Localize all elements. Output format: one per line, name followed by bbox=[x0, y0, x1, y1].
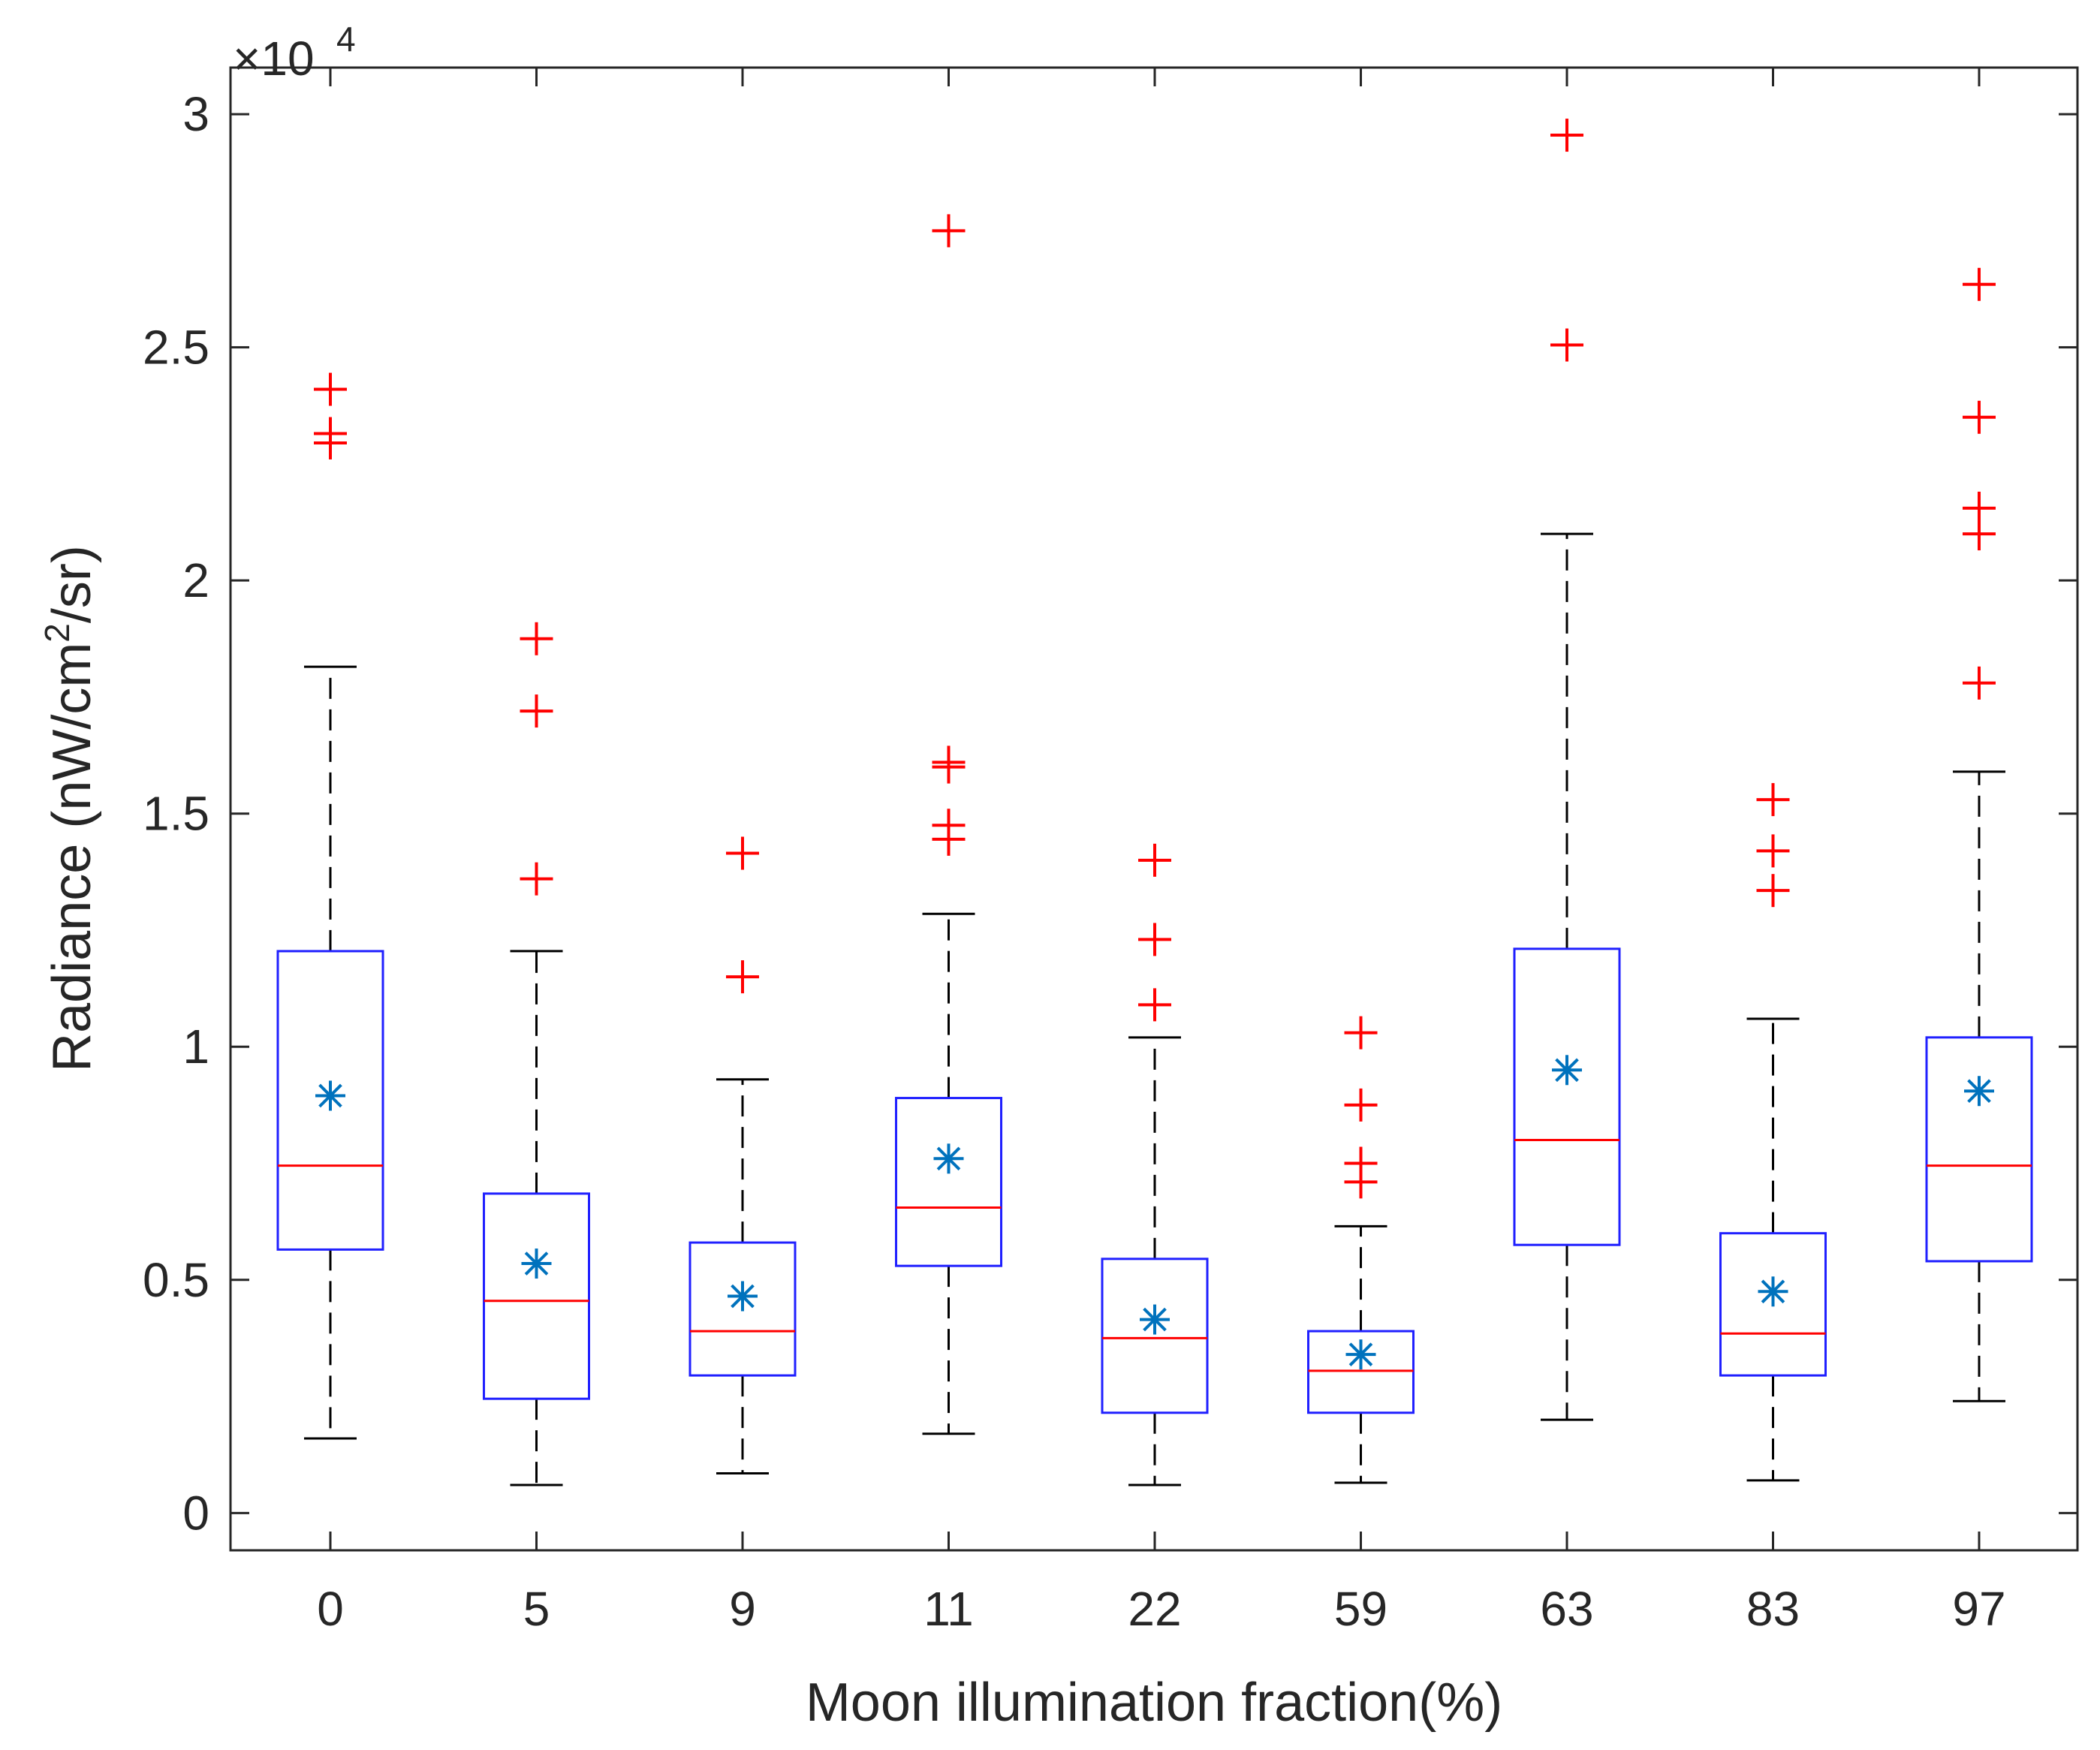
box-iqr-83 bbox=[1719, 1232, 1827, 1377]
outlier-83-2 bbox=[1756, 874, 1790, 908]
mean-marker-5 bbox=[521, 1248, 552, 1279]
box-group-9 bbox=[688, 836, 797, 1475]
y-tick-label-0: 0 bbox=[182, 1486, 209, 1540]
mean-stroke-d2-5 bbox=[524, 1252, 549, 1276]
mean-stroke-d2-59 bbox=[1348, 1342, 1373, 1366]
y-tick-label-3: 1.5 bbox=[143, 787, 209, 841]
y-tick-label-2: 1 bbox=[182, 1020, 209, 1074]
box-iqr-63 bbox=[1513, 947, 1621, 1246]
outlier-97-4 bbox=[1963, 666, 1996, 700]
boxes-layer bbox=[276, 119, 2033, 1486]
x-axis-label: Moon illumination fraction(%) bbox=[806, 1673, 1502, 1733]
mean-marker-22 bbox=[1140, 1304, 1170, 1335]
y-axis-label-tail: /sr) bbox=[42, 545, 102, 623]
box-iqr-11 bbox=[895, 1097, 1002, 1267]
outlier-5-0 bbox=[520, 622, 553, 655]
outlier-97-3 bbox=[1963, 517, 1996, 551]
mean-marker-83 bbox=[1758, 1276, 1788, 1307]
mean-marker-9 bbox=[728, 1281, 758, 1312]
box-group-97 bbox=[1925, 267, 2033, 1402]
box-group-5 bbox=[483, 622, 590, 1486]
x-tick-label-4: 22 bbox=[1128, 1582, 1181, 1636]
outlier-59-0 bbox=[1344, 1016, 1378, 1050]
y-axis-exponent: ×10 4 bbox=[233, 20, 356, 86]
mean-stroke-d2-97 bbox=[1967, 1079, 1991, 1104]
outlier-9-0 bbox=[726, 836, 759, 870]
box-iqr-59 bbox=[1307, 1330, 1415, 1414]
outlier-22-1 bbox=[1138, 923, 1171, 956]
box-iqr-97 bbox=[1925, 1036, 2033, 1263]
mean-marker-11 bbox=[933, 1143, 964, 1174]
outlier-0-0 bbox=[314, 372, 347, 406]
x-tick-label-3: 11 bbox=[923, 1582, 973, 1636]
y-axis-label: Radiance (nW/cm2/sr) bbox=[38, 545, 102, 1072]
box-group-63 bbox=[1513, 119, 1621, 1421]
x-tick-label-6: 63 bbox=[1540, 1582, 1593, 1636]
outlier-11-0 bbox=[932, 214, 966, 248]
x-tick-label-8: 97 bbox=[1952, 1582, 2005, 1636]
box-group-22 bbox=[1101, 843, 1209, 1486]
x-axis-ticks: 0 5 9 11 22 59 63 83 97 bbox=[317, 68, 2006, 1636]
outlier-11-2 bbox=[932, 750, 966, 784]
box-group-0 bbox=[276, 372, 384, 1440]
mean-marker-0 bbox=[315, 1080, 345, 1111]
mean-stroke-d2-22 bbox=[1143, 1307, 1167, 1332]
exponent-power: 4 bbox=[336, 20, 356, 59]
outlier-63-0 bbox=[1550, 119, 1583, 152]
y-tick-label-5: 2.5 bbox=[143, 321, 209, 375]
outlier-5-2 bbox=[520, 862, 553, 896]
x-tick-label-1: 5 bbox=[523, 1582, 550, 1636]
axes-frame bbox=[229, 66, 2079, 1552]
y-tick-label-1: 0.5 bbox=[143, 1253, 209, 1307]
outlier-97-1 bbox=[1963, 400, 1996, 434]
outlier-22-2 bbox=[1138, 988, 1171, 1022]
mean-marker-63 bbox=[1552, 1055, 1582, 1086]
outlier-5-1 bbox=[520, 694, 553, 728]
plot-area: 00.511.522.53 0 5 9 11 22 59 63 83 97 bbox=[143, 66, 2079, 1636]
box-iqr-5 bbox=[483, 1192, 590, 1400]
outlier-22-0 bbox=[1138, 843, 1171, 877]
box-iqr-22 bbox=[1101, 1258, 1209, 1414]
mean-stroke-d2-83 bbox=[1761, 1279, 1785, 1304]
y-axis-label-main: Radiance (nW/cm bbox=[42, 643, 102, 1072]
mean-marker-59 bbox=[1345, 1339, 1376, 1370]
mean-stroke-d2-63 bbox=[1555, 1058, 1579, 1083]
y-tick-label-6: 3 bbox=[182, 87, 209, 141]
x-tick-label-7: 83 bbox=[1746, 1582, 1800, 1636]
mean-marker-97 bbox=[1964, 1076, 1994, 1107]
outlier-59-3 bbox=[1344, 1165, 1378, 1199]
mean-stroke-d2-9 bbox=[731, 1284, 755, 1309]
x-tick-label-5: 59 bbox=[1334, 1582, 1387, 1636]
outlier-0-2 bbox=[314, 426, 347, 459]
box-group-59 bbox=[1307, 1016, 1415, 1484]
exponent-prefix: ×10 bbox=[233, 32, 315, 86]
y-axis-ticks: 0 0.5 1 1.5 2 2.5 3 bbox=[143, 87, 2077, 1540]
box-group-11 bbox=[895, 214, 1002, 1435]
mean-stroke-d2-0 bbox=[318, 1083, 342, 1108]
mean-stroke-d2-11 bbox=[936, 1146, 961, 1171]
outlier-11-4 bbox=[932, 822, 966, 856]
y-tick-label-4: 2 bbox=[182, 553, 209, 607]
outlier-83-0 bbox=[1756, 783, 1790, 817]
outlier-63-1 bbox=[1550, 328, 1583, 362]
y-axis-label-superscript: 2 bbox=[38, 623, 77, 643]
outlier-83-1 bbox=[1756, 834, 1790, 868]
outlier-9-1 bbox=[726, 960, 759, 994]
outlier-59-1 bbox=[1344, 1088, 1378, 1122]
box-group-83 bbox=[1719, 783, 1827, 1482]
x-tick-label-2: 9 bbox=[729, 1582, 756, 1636]
x-tick-label-0: 0 bbox=[317, 1582, 344, 1636]
outlier-97-0 bbox=[1963, 267, 1996, 301]
box-iqr-0 bbox=[276, 950, 384, 1251]
box-iqr-9 bbox=[688, 1241, 797, 1377]
